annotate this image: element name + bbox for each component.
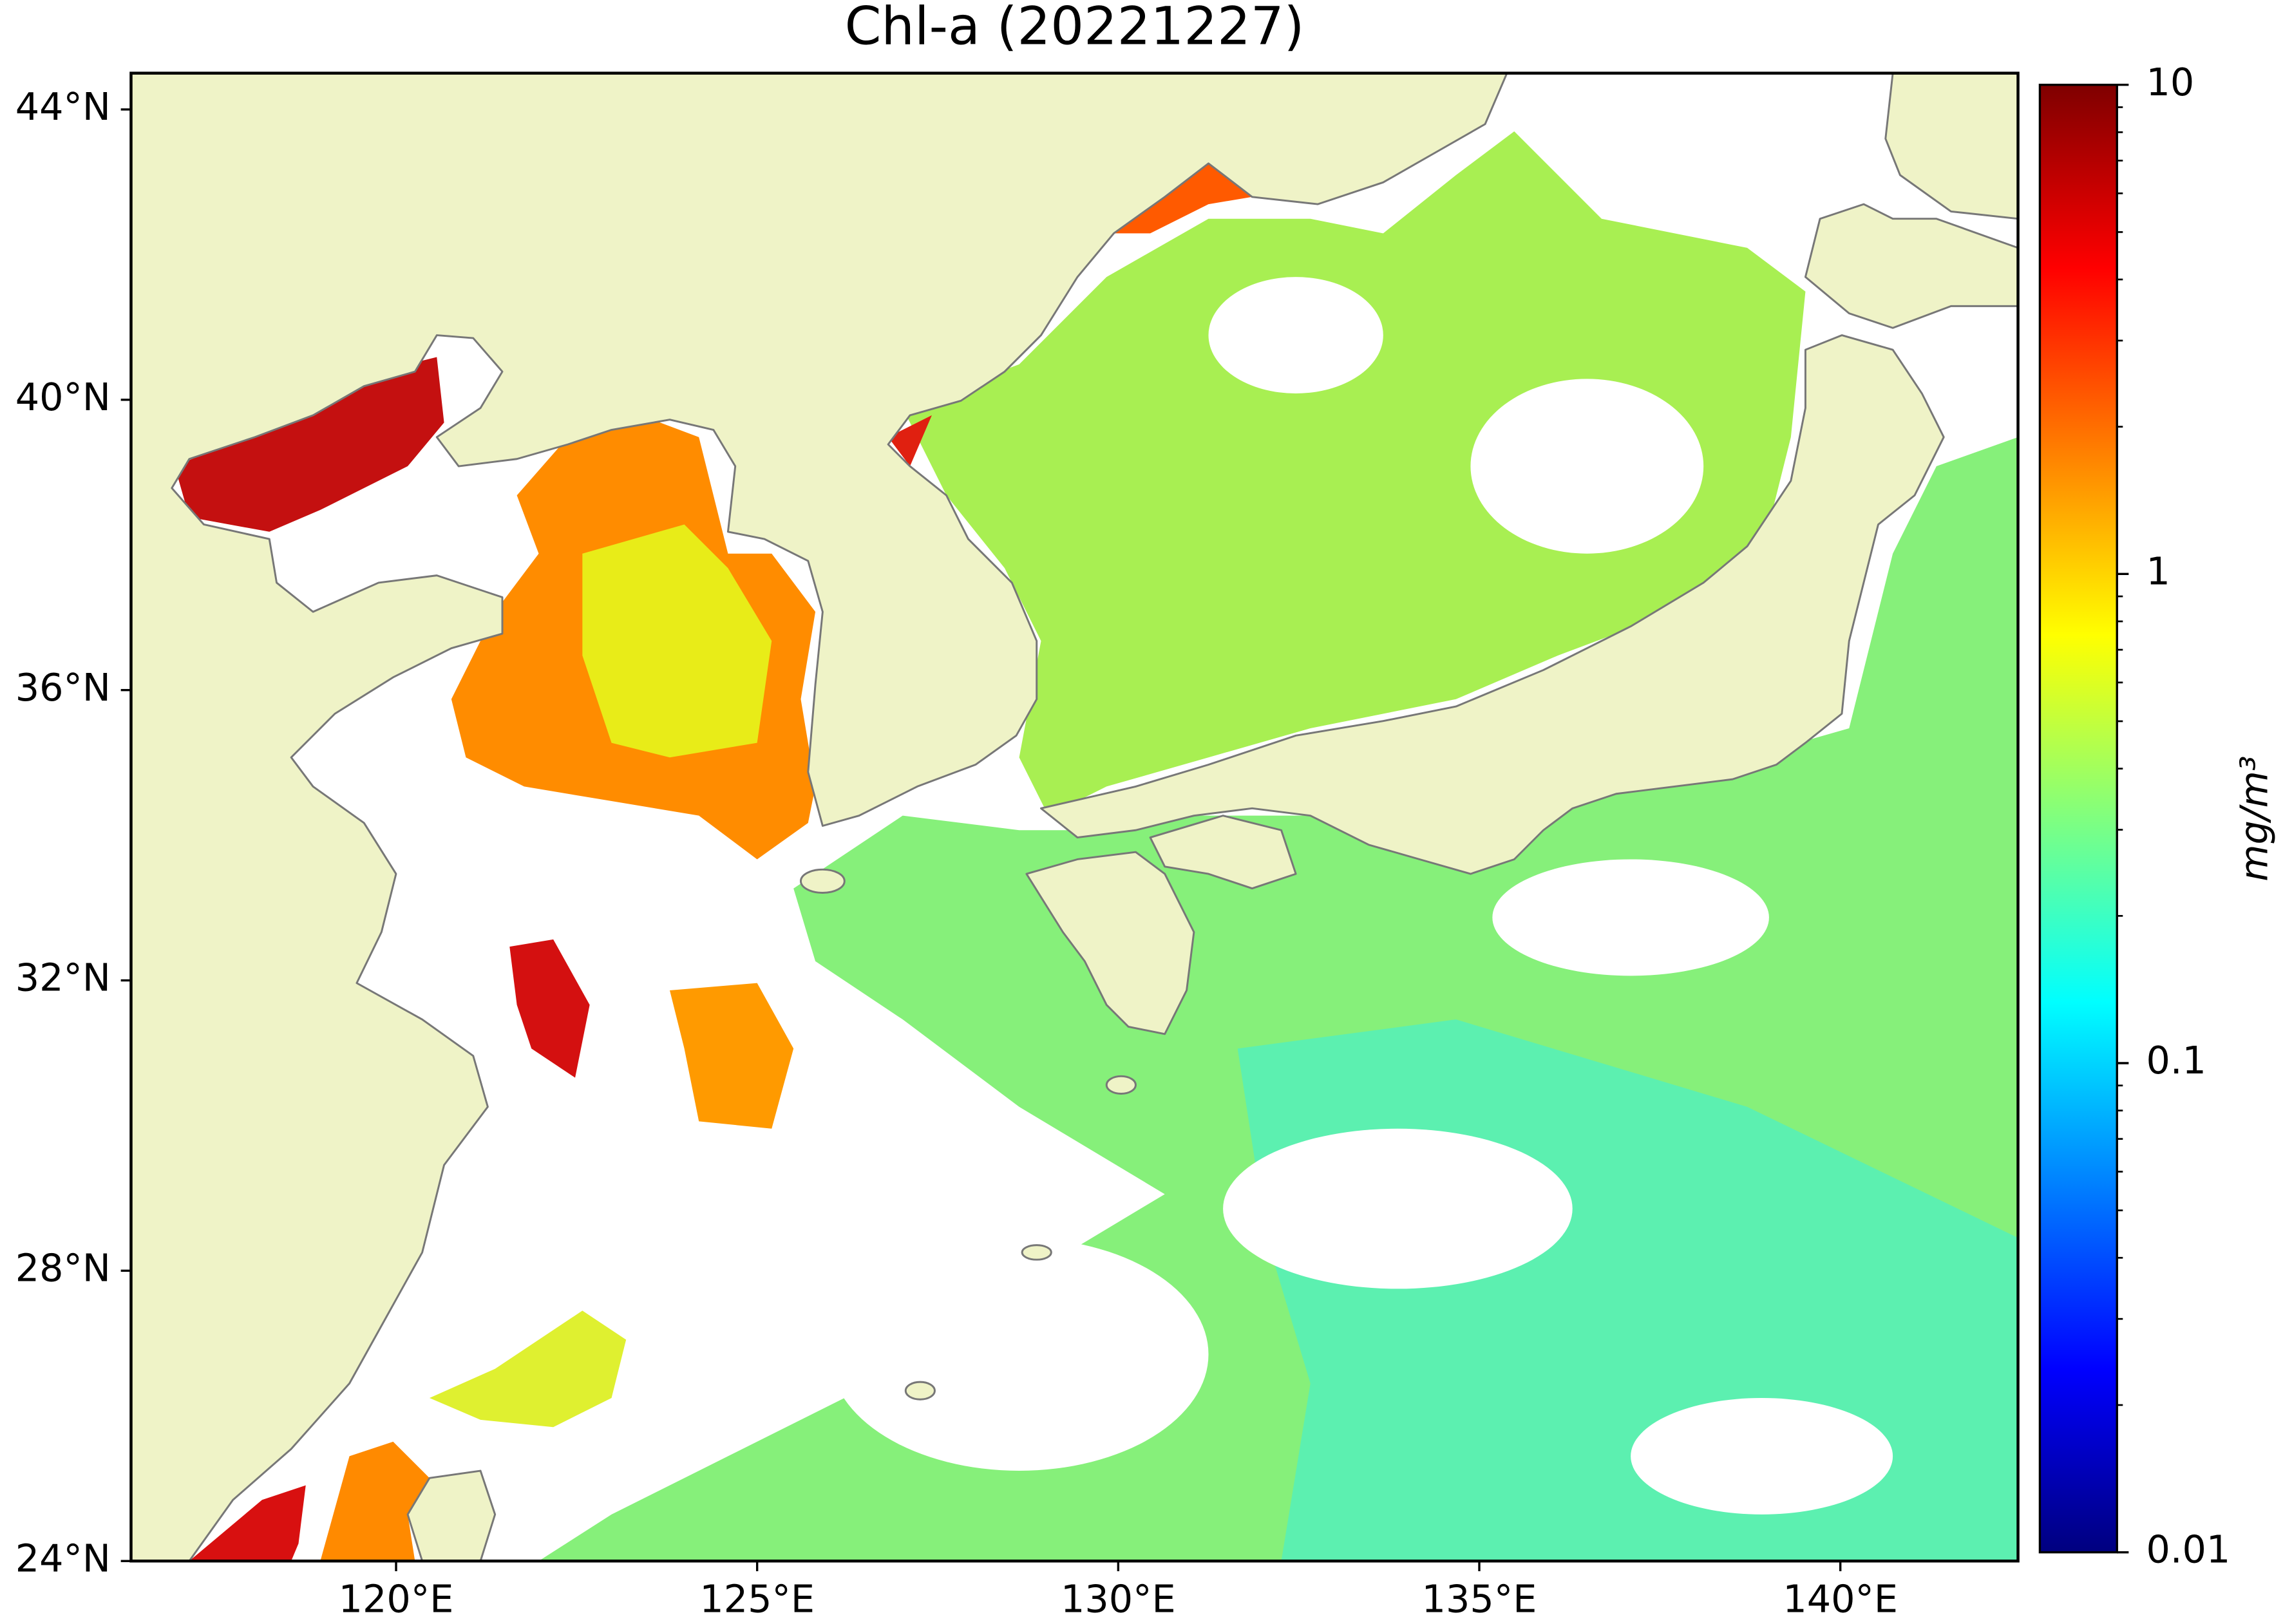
land-island xyxy=(1105,1075,1137,1095)
x-tick-label: 135°E xyxy=(1422,1577,1537,1621)
y-tick-label: 40°N xyxy=(15,375,111,419)
chart-title: Chl-a (20221227) xyxy=(845,0,1305,57)
x-tick-label: 120°E xyxy=(339,1577,454,1621)
land-taiwan xyxy=(406,1469,497,1562)
x-tick-label: 140°E xyxy=(1783,1577,1898,1621)
land-honshu xyxy=(1040,334,1945,875)
colorbar-tick-label: 10 xyxy=(2146,60,2194,104)
y-tick-label: 32°N xyxy=(15,956,111,1000)
land-shikoku xyxy=(1149,815,1297,890)
chl-east-china-sea xyxy=(509,939,590,1078)
cloud xyxy=(1492,859,1769,976)
land-mainland xyxy=(131,73,1508,1562)
x-tick-label: 125°E xyxy=(699,1577,815,1621)
chl-patch xyxy=(429,1310,627,1428)
y-tick-label: 24°N xyxy=(15,1536,111,1580)
cloud xyxy=(1208,277,1383,394)
land-island xyxy=(1021,1244,1052,1261)
colorbar-tick-label: 0.1 xyxy=(2146,1038,2206,1082)
cloud xyxy=(1223,1128,1573,1289)
chl-taiwan-strait xyxy=(320,1441,430,1562)
land-sakhalin xyxy=(1884,73,2018,220)
map xyxy=(131,73,2018,1562)
plot-frame xyxy=(129,71,2020,1563)
colorbar-label: mg/m³ xyxy=(2231,756,2276,882)
cloud xyxy=(1631,1397,1893,1515)
land-island xyxy=(904,1381,936,1401)
land-jeju xyxy=(799,868,846,894)
colorbar xyxy=(2038,84,2118,1554)
y-tick-label: 44°N xyxy=(15,84,111,129)
cloud xyxy=(829,1238,1209,1471)
land-kyushu xyxy=(1025,851,1195,1035)
chl-yellow-sea-center xyxy=(582,524,772,758)
colorbar-tick-label: 0.01 xyxy=(2146,1527,2230,1572)
y-tick-label: 36°N xyxy=(15,665,111,710)
x-tick-label: 130°E xyxy=(1061,1577,1176,1621)
chl-east-sea xyxy=(902,131,1806,816)
chl-taiwan-strait xyxy=(189,1485,306,1562)
chl-coast xyxy=(1106,163,1253,234)
chl-bohai xyxy=(175,357,444,532)
colorbar-tick-label: 1 xyxy=(2146,549,2170,593)
cloud xyxy=(1470,379,1704,554)
chl-coast xyxy=(888,415,932,467)
land-hokkaido xyxy=(1804,203,2018,329)
y-tick-label: 28°N xyxy=(15,1245,111,1290)
chl-east-china-sea xyxy=(669,983,794,1129)
